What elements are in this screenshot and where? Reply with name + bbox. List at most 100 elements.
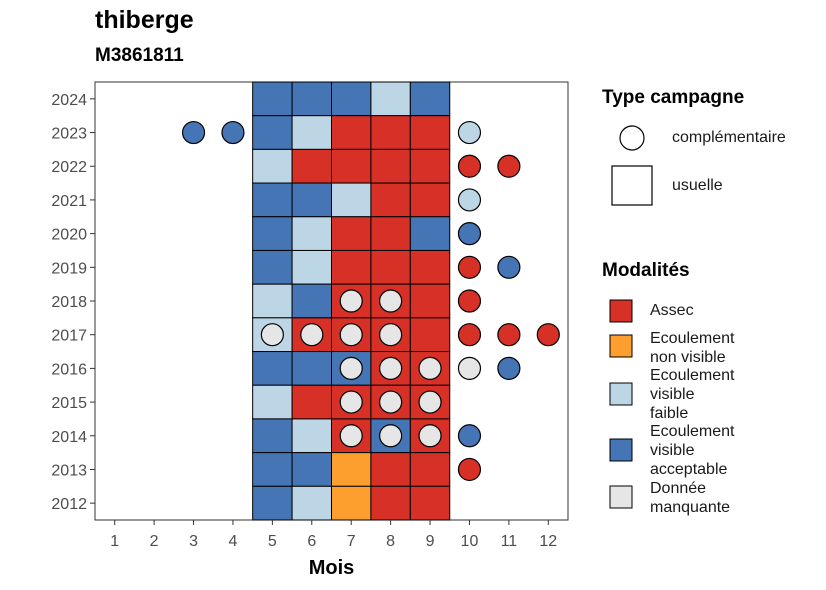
point-2017-5	[260, 323, 284, 347]
point-2016-7	[339, 356, 363, 380]
point-2016-11	[497, 356, 521, 380]
tile-2021-6	[291, 182, 333, 218]
tile-2022-7	[331, 148, 372, 184]
legend-type-usuelle-label: usuelle	[672, 177, 723, 194]
point-2017-11	[497, 323, 521, 347]
tile-2019-6	[291, 249, 333, 285]
tile-2022-5	[252, 148, 293, 184]
x-tick-label-4: 4	[229, 533, 238, 550]
y-tick-label-2013: 2013	[51, 462, 87, 479]
y-tick-label-2017: 2017	[51, 328, 87, 345]
tile-2022-6	[291, 148, 333, 184]
point-2018-10	[457, 289, 482, 313]
point-2017-12	[536, 323, 560, 347]
tile-2015-6	[291, 384, 333, 420]
x-tick-label-6: 6	[307, 533, 316, 550]
x-tick-label-8: 8	[386, 533, 395, 550]
tile-2013-7	[331, 452, 372, 487]
tile-2019-8	[370, 249, 411, 285]
point-2018-7	[339, 289, 363, 313]
x-tick-label-3: 3	[189, 533, 198, 550]
y-tick-label-2021: 2021	[51, 193, 87, 210]
y-tick-label-2018: 2018	[51, 294, 87, 311]
tile-2012-5	[252, 485, 293, 521]
tile-2020-6	[291, 216, 333, 251]
tile-2014-6	[291, 418, 333, 454]
x-tick-label-9: 9	[426, 533, 435, 550]
chart-subtitle: M3861811	[95, 45, 184, 66]
point-2023-3	[181, 120, 206, 145]
tile-2013-8	[370, 452, 411, 487]
tile-2012-9	[409, 485, 451, 521]
tile-2023-7	[331, 115, 372, 150]
point-2016-10	[457, 356, 482, 380]
point-2014-7	[339, 424, 363, 448]
legend-key-modalite-1	[609, 334, 633, 358]
point-2020-10	[457, 222, 482, 246]
y-tick-label-2016: 2016	[51, 361, 87, 378]
tile-2019-5	[252, 249, 293, 285]
legend-key-complementaire	[619, 125, 645, 151]
x-tick-label-11: 11	[501, 533, 518, 550]
point-2023-10	[457, 120, 482, 145]
legend-label-ecoulement-non-visible: Ecoulement non visible	[650, 330, 735, 366]
legend-key-modalite-2	[609, 382, 633, 406]
point-2015-7	[339, 390, 363, 414]
point-2022-10	[457, 154, 482, 178]
legend-type-title: Type campagne	[602, 87, 745, 108]
point-2022-11	[497, 154, 521, 178]
point-2017-7	[339, 323, 363, 347]
tile-2018-9	[409, 283, 451, 319]
point-2019-10	[457, 255, 482, 279]
legend-modalites-title: Modalités	[602, 260, 690, 281]
tile-2020-8	[370, 216, 411, 251]
point-2021-10	[457, 188, 482, 212]
tile-2018-5	[252, 283, 293, 319]
x-axis-title: Mois	[309, 557, 355, 579]
tile-2021-9	[409, 182, 451, 218]
point-2016-9	[418, 356, 442, 380]
chart-title: thiberge	[95, 6, 194, 34]
tile-2019-7	[331, 249, 372, 285]
point-2018-8	[379, 289, 403, 313]
legend-key-usuelle	[611, 165, 653, 206]
point-2017-6	[300, 323, 324, 347]
legend-key-modalite-4	[609, 485, 633, 509]
tile-2024-6	[291, 81, 333, 117]
tile-2012-7	[331, 485, 372, 521]
tile-2022-8	[370, 148, 411, 184]
point-2017-10	[457, 323, 482, 347]
tile-2021-7	[331, 182, 372, 218]
y-tick-label-2024: 2024	[51, 92, 87, 109]
tile-2024-5	[252, 81, 293, 117]
tile-2023-9	[409, 115, 451, 150]
tile-2013-9	[409, 452, 451, 487]
y-tick-label-2014: 2014	[51, 429, 87, 446]
tile-2022-9	[409, 148, 451, 184]
legend-label-ecoulement-visible-faible: Ecoulement visible faible	[650, 367, 735, 422]
y-tick-label-2023: 2023	[51, 126, 87, 143]
legend-label-assec: Assec	[650, 302, 694, 319]
tile-2013-5	[252, 452, 293, 487]
y-tick-label-2020: 2020	[51, 227, 87, 244]
point-2016-8	[379, 356, 403, 380]
tile-2023-8	[370, 115, 411, 150]
x-tick-label-7: 7	[347, 533, 356, 550]
point-2023-4	[221, 120, 245, 145]
y-tick-label-2022: 2022	[51, 159, 87, 176]
tile-2019-9	[409, 249, 451, 285]
tile-2021-5	[252, 182, 293, 218]
x-tick-label-10: 10	[461, 533, 479, 550]
tile-2023-5	[252, 115, 293, 150]
x-tick-label-5: 5	[268, 533, 277, 550]
point-2013-10	[457, 457, 482, 482]
tile-2017-9	[409, 317, 451, 353]
tile-2012-8	[370, 485, 411, 521]
x-tick-label-2: 2	[150, 533, 159, 550]
tile-2016-5	[252, 351, 293, 386]
point-2015-9	[418, 390, 442, 414]
point-2019-11	[497, 255, 521, 279]
point-2017-8	[379, 323, 403, 347]
tile-2024-8	[370, 81, 411, 117]
